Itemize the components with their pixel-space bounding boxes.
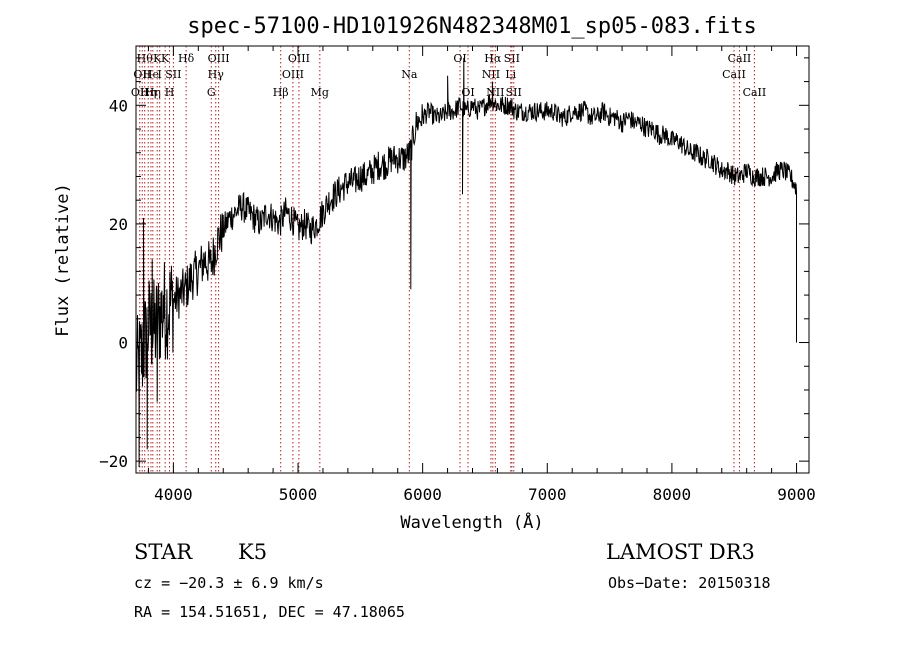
x-tick-label: 9000	[777, 485, 816, 504]
line-label: OII	[131, 86, 149, 99]
y-tick-label: 40	[109, 96, 128, 115]
line-label: K	[153, 52, 162, 65]
x-tick-label: 7000	[528, 485, 567, 504]
survey-name: LAMOST DR3	[606, 540, 755, 564]
line-label: Na	[401, 68, 418, 81]
line-label: I	[157, 68, 161, 81]
line-label: Li	[505, 68, 516, 81]
line-label: OI	[453, 52, 466, 65]
line-label: OIII	[208, 52, 230, 65]
line-label: Hβ	[273, 86, 289, 99]
line-label: Hη	[145, 86, 161, 99]
line-label: SII	[504, 52, 520, 65]
line-label: OIII	[288, 52, 310, 65]
object-subclass: K5	[238, 540, 268, 564]
line-label: CaII	[722, 68, 746, 81]
line-label: Mg	[311, 86, 329, 99]
line-label: SII	[165, 68, 181, 81]
x-tick-label: 4000	[154, 485, 193, 504]
spectrum-layer	[135, 57, 797, 468]
line-label: Hγ	[208, 68, 225, 81]
x-tick-label: 5000	[279, 485, 318, 504]
x-tick-label: 6000	[403, 485, 442, 504]
y-axis-label: Flux (relative)	[53, 183, 73, 337]
x-axis-label: Wavelength (Å)	[400, 511, 543, 533]
object-class: STAR	[134, 540, 193, 564]
line-label: NII	[486, 86, 504, 99]
line-label: OIII	[282, 68, 304, 81]
line-label: Hθ	[137, 52, 154, 65]
line-label: G	[207, 86, 216, 99]
line-label: SII	[506, 86, 522, 99]
line-label: K	[161, 52, 170, 65]
redshift-cz: cz = −20.3 ± 6.9 km/s	[134, 574, 324, 592]
line-label: Hδ	[178, 52, 195, 65]
chart-title: spec-57100-HD101926N482348M01_sp05-083.f…	[187, 14, 757, 39]
line-label: Hα	[484, 52, 502, 65]
spectrum-line	[135, 57, 797, 468]
plot-frame	[135, 45, 810, 474]
line-label: OI	[461, 86, 474, 99]
line-label: CaII	[743, 86, 767, 99]
line-label: Hη	[140, 86, 156, 99]
line-label: OII	[133, 68, 151, 81]
coordinates: RA = 154.51651, DEC = 47.18065	[134, 603, 405, 621]
line-label: H	[165, 86, 175, 99]
axis-ticks-layer: 4000 5000 6000 7000 8000 9000 −20 0 20 40	[99, 46, 816, 504]
x-tick-label: 8000	[653, 485, 692, 504]
y-tick-label: 20	[109, 215, 128, 234]
line-label: CaII	[728, 52, 752, 65]
obs-date: Obs−Date: 20150318	[608, 574, 771, 592]
y-tick-label: −20	[99, 452, 128, 471]
line-label: He	[143, 68, 159, 81]
y-tick-label: 0	[118, 334, 128, 353]
line-label: NII	[482, 68, 500, 81]
